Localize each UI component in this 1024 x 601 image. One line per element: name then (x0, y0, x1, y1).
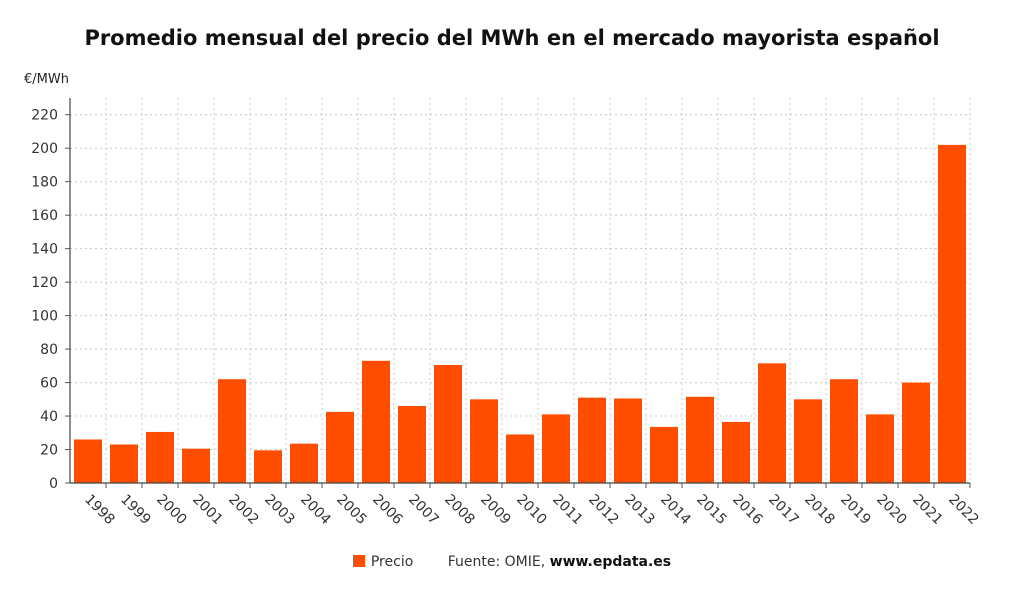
x-tick-label: 2011 (549, 492, 586, 529)
y-tick-label: 120 (31, 275, 58, 291)
y-tick-label: 80 (40, 342, 58, 358)
bar-2001 (182, 448, 210, 483)
bar-2010 (506, 434, 534, 483)
bar-2018 (794, 399, 822, 483)
bar-2014 (650, 426, 678, 483)
legend-label-precio: Precio (370, 554, 414, 570)
bar-2020 (866, 414, 894, 483)
y-tick-label: 200 (31, 141, 58, 157)
x-tick-label: 2012 (585, 492, 622, 529)
bar-2002 (218, 379, 246, 483)
bar-2004 (290, 443, 318, 483)
bar-2007 (398, 406, 426, 483)
x-tick-label: 2000 (153, 492, 190, 529)
y-axis-label: €/MWh (24, 72, 69, 87)
x-tick-label: 2018 (801, 492, 838, 529)
source-site: www.epdata.es (549, 554, 672, 570)
y-tick-label: 220 (31, 108, 58, 124)
x-tick-label: 2016 (729, 492, 766, 529)
bar-2003 (254, 450, 282, 483)
bar-2009 (470, 399, 498, 483)
x-tick-label: 2007 (405, 492, 442, 529)
bar-2011 (542, 414, 570, 483)
bar-2000 (146, 431, 174, 483)
bar-2013 (614, 398, 642, 483)
bar-2012 (578, 397, 606, 483)
x-tick-label: 2009 (477, 492, 514, 529)
bar-2017 (758, 363, 786, 483)
x-tick-label: 2015 (693, 492, 730, 529)
x-tick-label: 2006 (369, 492, 406, 529)
bar-2006 (362, 360, 390, 483)
x-tick-label: 2005 (333, 492, 370, 529)
legend: Precio Fuente: OMIE, www.epdata.es (0, 554, 1024, 570)
x-tick-label: 2019 (837, 492, 874, 529)
bar-1998 (74, 439, 102, 483)
bars (74, 144, 966, 483)
y-tick-label: 180 (31, 175, 58, 191)
y-tick-label: 60 (40, 376, 58, 392)
bar-2016 (722, 421, 750, 483)
x-tick-label: 2004 (297, 492, 334, 529)
chart-title: Promedio mensual del precio del MWh en e… (84, 26, 940, 50)
legend-swatch (352, 555, 365, 567)
y-tick-label: 140 (31, 242, 58, 258)
source-prefix: Fuente: OMIE, (447, 554, 546, 570)
axes (65, 98, 971, 488)
x-tick-label: 2008 (441, 492, 478, 529)
x-tick-label: 2010 (513, 492, 550, 529)
x-tick-label: 1998 (81, 492, 118, 529)
bar-2008 (434, 364, 462, 483)
x-tick-label: 2014 (657, 492, 694, 529)
x-tick-label: 1999 (117, 492, 154, 529)
x-tick-label: 2021 (909, 492, 946, 529)
x-tick-label: 2002 (225, 492, 262, 529)
y-tick-label: 100 (31, 309, 58, 325)
bar-2021 (902, 382, 930, 483)
bar-2005 (326, 411, 354, 483)
bar-2015 (686, 396, 714, 483)
y-tick-label: 160 (31, 208, 58, 224)
x-tick-label: 2003 (261, 492, 298, 529)
x-tick-label: 2020 (873, 492, 910, 529)
x-tick-label: 2013 (621, 492, 658, 529)
x-tick-label: 2001 (189, 492, 226, 529)
bar-2022 (938, 144, 966, 483)
x-tick-label: 2022 (945, 492, 982, 529)
y-tick-label: 20 (40, 443, 58, 459)
x-tick-label: 2017 (765, 492, 802, 529)
bar-1999 (110, 444, 138, 483)
bar-2019 (830, 379, 858, 483)
y-tick-label: 40 (40, 409, 58, 425)
y-tick-label: 0 (49, 476, 58, 492)
